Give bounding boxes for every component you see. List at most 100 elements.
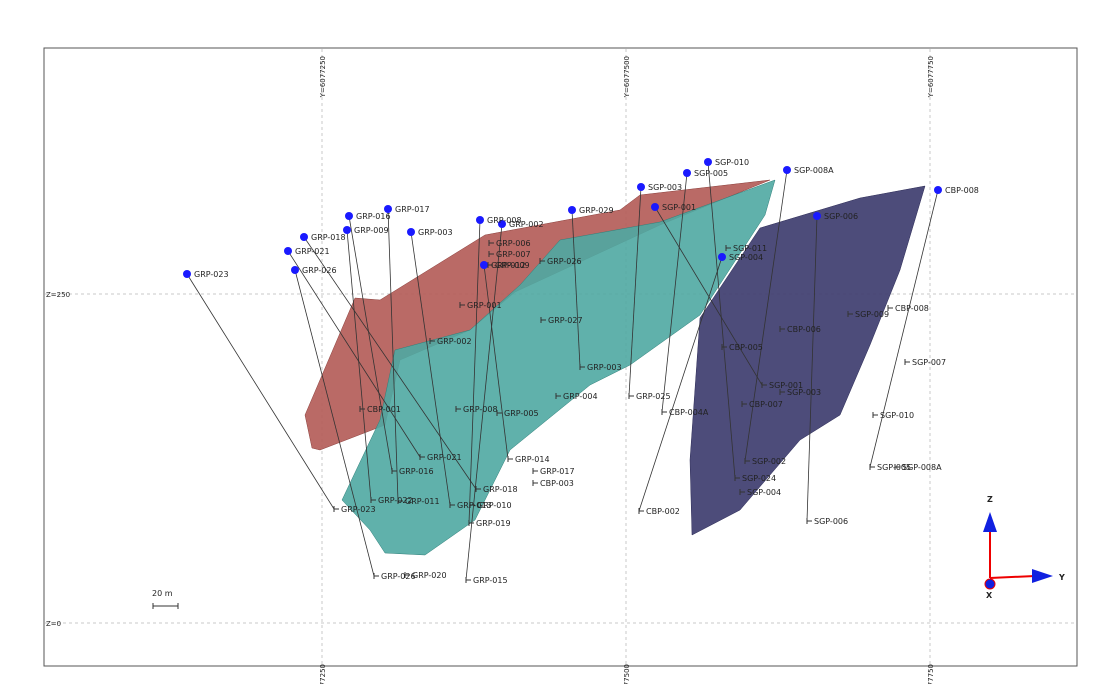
collar (291, 266, 299, 274)
collar-label: GRP-009 (354, 226, 389, 235)
hole-label: SGP-007 (912, 358, 946, 367)
collar-label: SGP-001 (662, 203, 696, 212)
collar (345, 212, 353, 220)
collar-label: SGP-008A (794, 166, 834, 175)
label-tick (872, 412, 878, 418)
hole-label: GRP-002 (437, 337, 472, 346)
label-tick (496, 410, 502, 416)
grid-y-label: Y=6077500 (623, 56, 631, 98)
axis-y-line (989, 575, 1036, 579)
label-tick (555, 393, 561, 399)
collar-label: GRP-012 (491, 261, 526, 270)
collar-label: GRP-016 (356, 212, 391, 221)
surface-navy (689, 185, 926, 536)
collar (407, 228, 415, 236)
collar-label: SGP-005 (694, 169, 728, 178)
hole-label: GRP-004 (563, 392, 598, 401)
label-tick (459, 302, 465, 308)
hole-label: CBP-006 (787, 325, 821, 334)
hole-end-label: GRP-022 (378, 496, 413, 505)
label-tick (532, 480, 538, 486)
drill-hole (387, 208, 399, 502)
drill-hole (571, 209, 581, 368)
collar-label: GRP-023 (194, 270, 229, 279)
hole-label: SGP-009 (855, 310, 889, 319)
surface-teal (341, 179, 776, 556)
label-tick (488, 251, 494, 257)
label-tick (847, 311, 853, 317)
hole-end-label: SGP-005 (877, 463, 911, 472)
axis-x-dot (984, 578, 996, 590)
hole-label: GRP-007 (496, 250, 531, 259)
hole-label: GRP-005 (504, 409, 539, 418)
hole-end-label: GRP-003 (587, 363, 622, 372)
drill-holes (183, 158, 942, 583)
labels: Y=6077250 Y=6077250 Y=6077500 Y=6077500 Y=60… (46, 56, 979, 688)
drill-hole (654, 206, 763, 386)
collar (498, 220, 506, 228)
hole-end-label: SGP-001 (769, 381, 803, 390)
drill-hole (806, 215, 818, 522)
label-tick (429, 338, 435, 344)
hole-label: GRP-010 (477, 501, 512, 510)
collar (637, 183, 645, 191)
hole-end-tick (579, 364, 585, 370)
hole-end-label: CBP-002 (646, 507, 680, 516)
scale-bar (152, 603, 179, 609)
collar-label: GRP-021 (295, 247, 330, 256)
hole-end-tick (373, 573, 379, 579)
hole-label: SGP-004 (747, 488, 781, 497)
drill-hole (348, 215, 393, 472)
drill-hole (661, 172, 688, 413)
hole-label: GRP-027 (548, 316, 583, 325)
axis-x-label: X (986, 591, 993, 600)
hole-label: CBP-008 (895, 304, 929, 313)
drill-hole (294, 269, 375, 577)
collar (284, 247, 292, 255)
axis-y-arrow (1032, 569, 1053, 583)
collar-label: GRP-029 (579, 206, 614, 215)
drill-hole (465, 223, 503, 581)
collar-label: CBP-008 (945, 186, 979, 195)
grid-y-label: Y=6077750 (927, 664, 935, 684)
drill-hole (628, 186, 642, 397)
collar (476, 216, 484, 224)
hole-end-tick (397, 498, 403, 504)
collar (934, 186, 942, 194)
hole-label: CBP-005 (729, 343, 763, 352)
hole-label: CBP-007 (749, 400, 783, 409)
hole-end-label: GRP-023 (341, 505, 376, 514)
grid-y-label: Y=6077500 (623, 664, 631, 684)
hole-end-tick (507, 456, 513, 462)
grid-z-label: Z=250 (46, 291, 70, 299)
axis-y-label: Y (1058, 573, 1065, 582)
collar (480, 261, 488, 269)
hole-label: GRP-001 (467, 301, 502, 310)
collar-label: SGP-010 (715, 158, 749, 167)
hole-label: SGP-003 (787, 388, 821, 397)
collar (384, 205, 392, 213)
hole-end-tick (333, 506, 339, 512)
hole-label: SGP-008A (902, 463, 942, 472)
label-tick (469, 502, 475, 508)
drill-hole (303, 236, 477, 490)
drill-hole (346, 229, 372, 501)
drill-hole (410, 231, 451, 506)
drill-hole (638, 256, 723, 512)
drill-hole (468, 219, 481, 524)
hole-end-tick (628, 393, 634, 399)
collar (183, 270, 191, 278)
collar-label: SGP-004 (729, 253, 763, 262)
label-tick (359, 406, 365, 412)
hole-end-tick (869, 464, 875, 470)
hole-label: CBP-003 (540, 479, 574, 488)
hole-end-label: GRP-018 (483, 485, 518, 494)
collar-label: GRP-017 (395, 205, 430, 214)
collar-label: GRP-018 (311, 233, 346, 242)
hole-label: GRP-008 (463, 405, 498, 414)
hole-end-tick (734, 475, 740, 481)
drill-hole (483, 264, 509, 460)
collar-label: GRP-003 (418, 228, 453, 237)
label-tick (887, 305, 893, 311)
collar (343, 226, 351, 234)
